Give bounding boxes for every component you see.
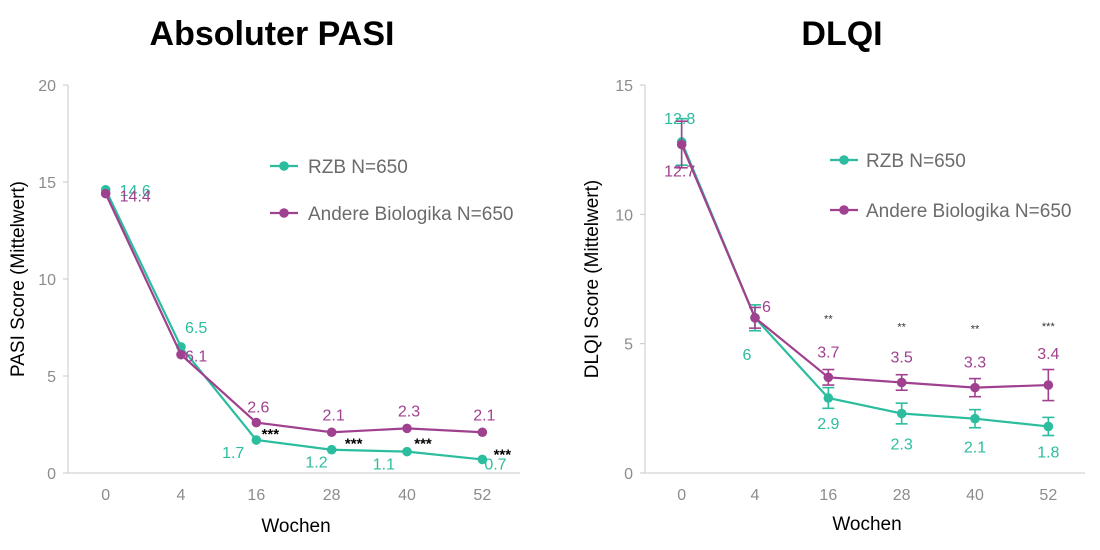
chart1-series1-point: [402, 446, 412, 457]
chart2-series2-line: [680, 144, 1049, 389]
chart2-legend-swatch-marker: [839, 155, 849, 165]
chart2-series2-data-label: 6: [762, 299, 771, 316]
chart2-series2-point: [676, 139, 687, 150]
chart2-y-axis-title: DLQI Score (Mittelwert): [582, 180, 603, 378]
chart1-y-tick-label: 20: [38, 78, 56, 95]
chart1-series1-point: [251, 435, 262, 445]
chart1-x-tick-label: 0: [101, 487, 110, 504]
chart2-series2-point: [1043, 380, 1054, 390]
chart1-legend-label: RZB N=650: [308, 157, 408, 178]
chart1-series1-data-label: 6.5: [185, 320, 207, 337]
chart1-y-tick-label: 10: [38, 272, 56, 289]
chart1-series2-point: [477, 427, 488, 438]
chart1-x-tick-label: 52: [473, 487, 491, 504]
chart2-x-axis-title: Wochen: [832, 514, 901, 535]
chart2-series2-data-label: 3.4: [1037, 346, 1059, 363]
chart1-y-axis-title: PASI Score (Mittelwert): [8, 181, 29, 377]
chart2-series1-point: [970, 413, 980, 424]
chart1-legend-label: Andere Biologika N=650: [308, 204, 513, 225]
chart2-significance-marker: **: [971, 324, 980, 336]
chart1-series1-line: [104, 189, 483, 461]
chart2-legend-label: RZB N=650: [866, 151, 966, 172]
chart1-x-axis-title: Wochen: [261, 516, 330, 537]
chart2-series2-data-label: 3.5: [891, 349, 913, 366]
chart2-series1-point: [1043, 421, 1054, 432]
chart2-significance-marker: **: [824, 313, 833, 325]
chart1-series1-data-label: 1.1: [373, 457, 395, 474]
chart1-series2-data-label: 2.6: [247, 400, 269, 417]
chart2-series1-point: [896, 408, 907, 419]
chart2-series1-data-label: 6: [743, 347, 752, 364]
chart1-y-tick-label: 15: [38, 175, 56, 192]
chart1-series1-data-label: 0.7: [484, 456, 506, 473]
chart1-series2-data-label: 2.1: [473, 407, 495, 424]
chart1-significance-marker: ***: [494, 446, 512, 463]
chart2-x-tick-label: 16: [819, 487, 837, 504]
chart1-series1-point: [477, 454, 488, 465]
chart1-legend-swatch-marker: [279, 208, 289, 218]
chart1-series2-data-label: 6.1: [185, 349, 207, 366]
chart1-x-tick-label: 28: [323, 487, 341, 504]
chart2-y-tick-label: 15: [615, 78, 633, 95]
chart2-y-tick-label: 5: [624, 337, 633, 354]
chart2-x-tick-label: 4: [751, 487, 760, 504]
chart2-title: DLQI: [801, 15, 882, 53]
chart2-series2-data-label: 3.3: [964, 355, 986, 372]
chart1-series2-data-label: 14.4: [120, 189, 151, 206]
chart1-y-tick-label: 5: [47, 369, 56, 386]
chart1-significance-marker: ***: [345, 436, 363, 453]
chart2-series1-data-label: 12.8: [664, 111, 695, 128]
chart2-legend-swatch-marker: [839, 205, 849, 215]
chart2-x-tick-label: 0: [677, 487, 686, 504]
chart1-x-tick-label: 40: [398, 487, 416, 504]
chart1-legend-swatch-marker: [279, 161, 289, 171]
chart2-series2-data-label: 12.7: [664, 163, 695, 180]
chart2-x-tick-label: 40: [966, 487, 984, 504]
chart1-series2-data-label: 2.1: [323, 407, 345, 424]
chart2-series1-data-label: 2.3: [891, 437, 913, 454]
chart1-x-tick-label: 4: [177, 487, 186, 504]
chart2-significance-marker: ***: [1042, 321, 1056, 333]
chart2-x-tick-label: 28: [893, 487, 911, 504]
chart2-series2-point: [823, 372, 834, 383]
chart1-significance-marker: ***: [414, 436, 432, 453]
chart2-series1-line: [680, 141, 1049, 428]
chart2-series2-point: [896, 377, 907, 388]
chart1-series1-data-label: 1.7: [222, 445, 244, 462]
chart2-series1-data-label: 1.8: [1037, 444, 1059, 461]
chart2-series2-point: [970, 382, 980, 393]
chart2-legend-label: Andere Biologika N=650: [866, 201, 1071, 222]
chart1-significance-marker: ***: [262, 426, 280, 443]
chart1-series2-line: [104, 193, 483, 434]
chart2-series2-point: [750, 313, 760, 323]
chart1-series2-point: [251, 417, 262, 428]
chart1-series2-point: [176, 349, 186, 360]
chart1-y-tick-label: 0: [47, 466, 56, 483]
chart2-series2-data-label: 3.7: [817, 344, 839, 361]
chart2-y-tick-label: 0: [624, 466, 633, 483]
chart1-series1-point: [326, 444, 337, 455]
chart1-series2-point: [326, 427, 337, 438]
chart1-x-tick-label: 16: [247, 487, 265, 504]
chart2-series1-data-label: 2.1: [964, 440, 986, 457]
chart1-series1-data-label: 14.6: [120, 183, 151, 200]
chart2-significance-marker: **: [897, 321, 906, 333]
chart2-series1-point: [823, 393, 834, 403]
chart1-series1-data-label: 1.2: [305, 455, 327, 472]
chart2-y-tick-label: 10: [615, 207, 633, 224]
chart2-series1-data-label: 2.9: [817, 416, 839, 433]
chart1-series2-data-label: 2.3: [398, 403, 420, 420]
chart1-series2-point: [100, 188, 111, 199]
chart1-title: Absoluter PASI: [150, 15, 395, 53]
chart1-series2-point: [402, 423, 412, 434]
chart2-x-tick-label: 52: [1039, 487, 1057, 504]
